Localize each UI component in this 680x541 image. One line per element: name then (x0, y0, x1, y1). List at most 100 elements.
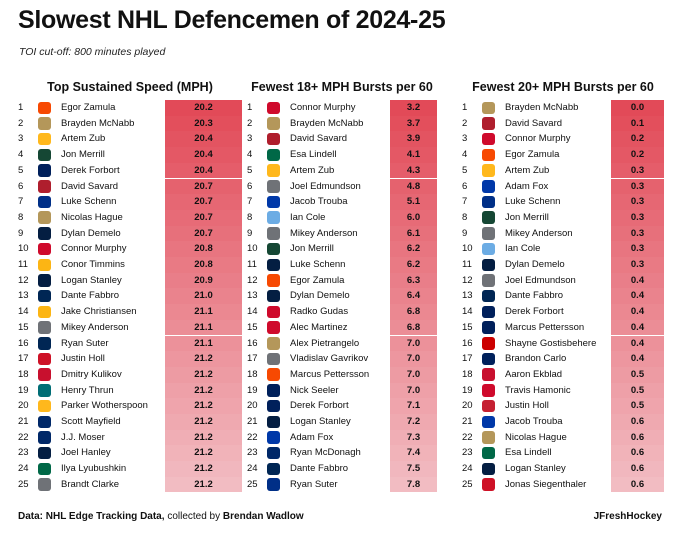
value-cell: 21.2 (165, 351, 242, 367)
player-name: Brandon Carlo (505, 353, 567, 365)
table-row: 16 Alex Pietrangelo 7.0 (247, 335, 437, 352)
team-logo-icon (482, 242, 495, 256)
table-row: 7 Luke Schenn 0.3 (462, 194, 664, 210)
player-name: Mikey Anderson (61, 321, 129, 333)
table-row: 25 Brandt Clarke 21.2 (18, 476, 242, 493)
table-row: 24 Dante Fabbro 7.5 (247, 461, 437, 477)
rank-label: 17 (462, 353, 473, 365)
table-row: 10 Ian Cole 0.3 (462, 241, 664, 257)
value-cell: 7.0 (390, 366, 437, 383)
value-cell: 7.4 (390, 445, 437, 462)
table-row: 18 Marcus Pettersson 7.0 (247, 366, 437, 383)
value-cell: 21.1 (165, 304, 242, 320)
rank-label: 23 (462, 447, 473, 459)
rank-label: 12 (247, 274, 258, 286)
rank-label: 20 (462, 400, 473, 412)
value-cell: 5.1 (390, 194, 437, 210)
value-cell: 0.2 (611, 147, 664, 163)
team-logo-icon (267, 164, 280, 177)
team-logo-icon (267, 305, 280, 319)
value-cell: 0.3 (611, 241, 664, 257)
team-logo-icon (267, 211, 280, 224)
team-logo-icon (482, 352, 495, 366)
value-cell: 0.2 (611, 131, 664, 148)
value-cell: 21.1 (165, 335, 242, 352)
rank-label: 13 (462, 290, 473, 302)
table-row: 22 Adam Fox 7.3 (247, 429, 437, 446)
rank-label: 19 (462, 384, 473, 396)
rank-label: 24 (462, 463, 473, 475)
rank-label: 22 (247, 431, 258, 443)
player-name: Shayne Gostisbehere (505, 337, 597, 349)
value-cell: 20.7 (165, 225, 242, 242)
value-cell: 3.7 (390, 115, 437, 132)
value-cell: 7.2 (390, 414, 437, 430)
value-cell: 20.4 (165, 147, 242, 163)
value-cell: 0.3 (611, 257, 664, 273)
player-name: Luke Schenn (505, 196, 561, 208)
team-logo-icon (482, 368, 495, 381)
rank-label: 10 (462, 243, 473, 255)
team-logo-icon (267, 321, 280, 334)
table-row: 24 Logan Stanley 0.6 (462, 461, 664, 477)
rank-label: 13 (18, 290, 29, 302)
player-name: Conor Timmins (61, 259, 125, 270)
team-logo-icon (267, 384, 280, 397)
team-logo-icon (267, 258, 280, 271)
value-cell: 21.2 (165, 382, 242, 399)
team-logo-icon (38, 415, 51, 428)
player-name: Justin Holl (505, 400, 549, 412)
rank-label: 19 (18, 384, 29, 396)
rank-label: 10 (18, 243, 29, 255)
value-cell: 6.1 (390, 225, 437, 242)
player-name: Dante Fabbro (290, 463, 349, 475)
table-row: 21 Jacob Trouba 0.6 (462, 414, 664, 430)
value-cell: 7.0 (390, 335, 437, 352)
table-row: 20 Derek Forbort 7.1 (247, 398, 437, 414)
table-row: 23 Esa Lindell 0.6 (462, 445, 664, 462)
value-cell: 20.7 (165, 209, 242, 226)
value-cell: 6.8 (390, 304, 437, 320)
rank-label: 19 (247, 384, 258, 396)
table-title: Fewest 20+ MPH Bursts per 60 (472, 80, 654, 94)
player-name: Brandt Clarke (61, 478, 120, 490)
team-logo-icon (38, 289, 51, 303)
player-name: Marcus Pettersson (505, 321, 585, 333)
player-name: Egor Zamula (61, 102, 116, 113)
player-name: Derek Forbort (290, 400, 349, 412)
team-logo-icon (38, 258, 51, 271)
table-row: 15 Mikey Anderson 21.1 (18, 319, 242, 336)
player-name: Dante Fabbro (61, 290, 120, 302)
team-logo-icon (267, 462, 280, 476)
rank-label: 17 (18, 353, 29, 365)
value-cell: 0.4 (611, 304, 664, 320)
value-cell: 21.2 (165, 445, 242, 462)
rank-label: 20 (247, 400, 258, 412)
team-logo-icon (38, 164, 51, 177)
team-logo-icon (267, 352, 280, 366)
team-logo-icon (482, 321, 495, 334)
player-name: Justin Holl (61, 353, 105, 365)
table-row: 15 Marcus Pettersson 0.4 (462, 319, 664, 336)
player-name: Logan Stanley (505, 463, 566, 475)
rank-label: 2 (18, 117, 24, 129)
rank-label: 7 (462, 196, 468, 208)
value-cell: 6.0 (390, 209, 437, 226)
player-name: Radko Gudas (290, 306, 349, 318)
rank-label: 14 (247, 306, 258, 318)
value-cell: 21.2 (165, 398, 242, 414)
value-cell: 7.3 (390, 429, 437, 446)
value-cell: 4.1 (390, 147, 437, 163)
player-name: Ilya Lyubushkin (61, 463, 127, 475)
table-row: 11 Luke Schenn 6.2 (247, 257, 437, 273)
rank-label: 14 (18, 306, 29, 318)
team-logo-icon (267, 242, 280, 256)
table-row: 19 Nick Seeler 7.0 (247, 382, 437, 399)
rank-label: 22 (18, 431, 29, 443)
rank-label: 24 (247, 463, 258, 475)
table-row: 9 Mikey Anderson 6.1 (247, 225, 437, 242)
table-row: 9 Mikey Anderson 0.3 (462, 225, 664, 242)
player-name: David Savard (505, 117, 563, 129)
player-name: Jacob Trouba (505, 416, 563, 427)
table-row: 2 Brayden McNabb 3.7 (247, 115, 437, 132)
